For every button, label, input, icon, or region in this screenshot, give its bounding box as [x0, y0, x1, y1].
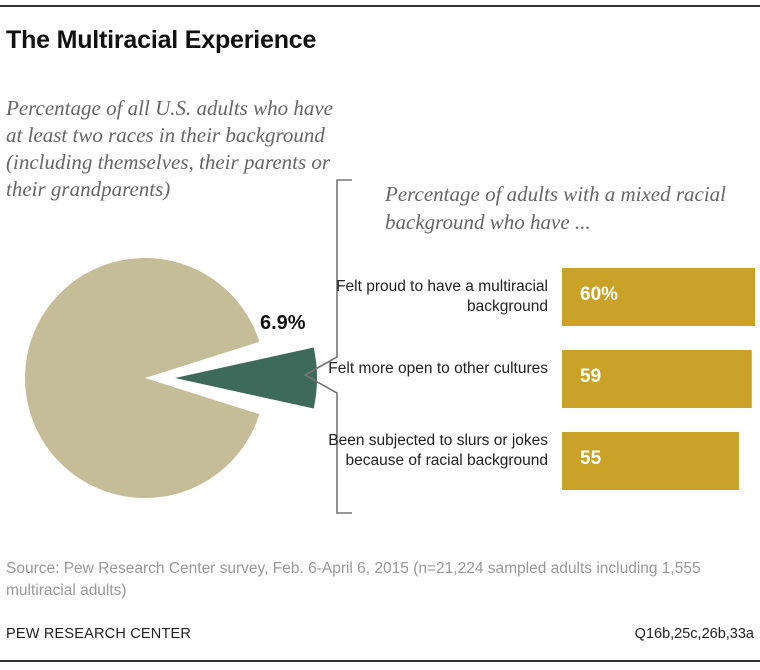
- chart-title: The Multiracial Experience: [6, 26, 317, 54]
- bar-1: [562, 268, 755, 326]
- brand-name: PEW RESEARCH CENTER: [6, 626, 192, 642]
- bar-description: Percentage of adults with a mixed racial…: [385, 182, 726, 234]
- question-codes: Q16b,25c,26b,33a: [634, 626, 754, 642]
- bar-chart: [562, 268, 755, 490]
- bar-category-label: Felt proud to have a multiracial backgro…: [336, 278, 548, 315]
- source-note: Source: Pew Research Center survey, Feb.…: [6, 560, 701, 599]
- bar-value-label: 55: [580, 448, 602, 469]
- pie-description: Percentage of all U.S. adults who have a…: [6, 96, 333, 201]
- bracket-divider: [303, 179, 352, 514]
- pie-slice-label: 6.9%: [260, 312, 306, 334]
- bar-category-label: Felt more open to other cultures: [328, 360, 548, 377]
- bar-3: [562, 432, 739, 490]
- top-rule: [0, 5, 760, 7]
- bar-2: [562, 350, 752, 408]
- bar-category-label: Been subjected to slurs or jokes because…: [328, 432, 548, 469]
- bar-value-label: 59: [580, 366, 602, 387]
- pie-slice-remainder: [25, 258, 260, 499]
- bar-value-label: 60%: [580, 284, 619, 305]
- pie-chart: [25, 258, 317, 499]
- pie-slice-multiracial: [175, 347, 317, 409]
- bottom-rule: [0, 660, 760, 662]
